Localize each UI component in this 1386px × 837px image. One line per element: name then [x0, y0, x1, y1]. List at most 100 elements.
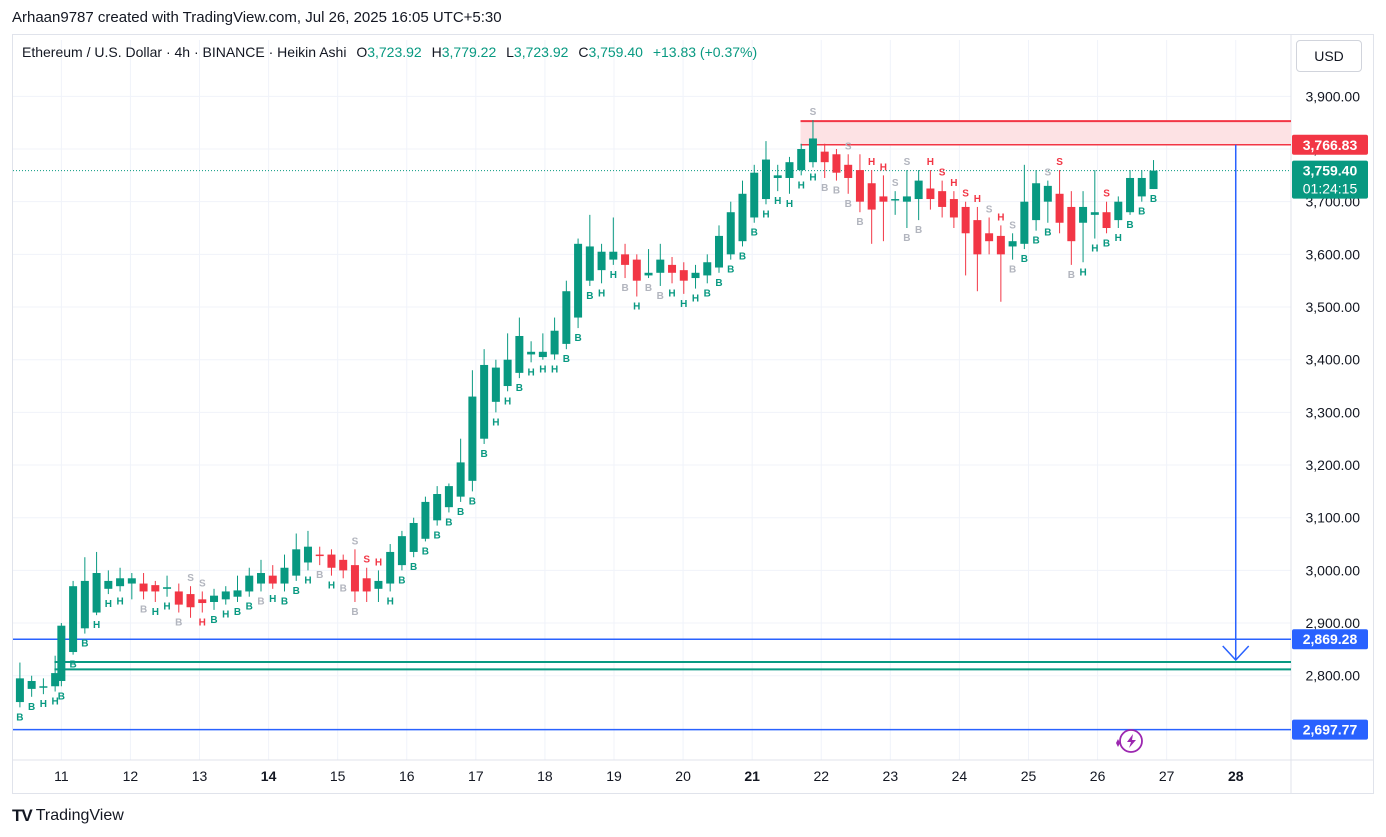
candle-body[interactable] — [491, 367, 500, 402]
candle-body[interactable] — [926, 188, 935, 200]
candle-body[interactable] — [57, 625, 66, 681]
candle-body[interactable] — [703, 262, 712, 276]
candle-body[interactable] — [562, 291, 571, 344]
candle-body[interactable] — [902, 196, 911, 202]
candle-body[interactable] — [738, 193, 747, 242]
candle-body[interactable] — [1008, 241, 1017, 247]
candle-body[interactable] — [1055, 193, 1064, 223]
candle-body[interactable] — [80, 580, 89, 629]
currency-selector[interactable]: USD — [1296, 40, 1362, 72]
candle-body[interactable] — [832, 154, 841, 173]
candle-body[interactable] — [691, 272, 700, 279]
candle-body[interactable] — [1067, 206, 1076, 242]
candle-body[interactable] — [210, 595, 219, 602]
candle-body[interactable] — [574, 243, 583, 318]
candle-body[interactable] — [515, 335, 524, 373]
candle-body[interactable] — [39, 686, 48, 688]
candle-body[interactable] — [726, 212, 735, 255]
candle-body[interactable] — [374, 580, 383, 589]
legend-symbol[interactable]: Ethereum / U.S. Dollar · 4h · BINANCE · … — [22, 44, 347, 60]
candle-body[interactable] — [773, 175, 782, 178]
candle-body[interactable] — [456, 462, 465, 497]
candle-body[interactable] — [668, 264, 677, 273]
candle-body[interactable] — [867, 183, 876, 210]
candle-body[interactable] — [292, 549, 301, 576]
candle-body[interactable] — [679, 270, 688, 281]
candle-body[interactable] — [632, 259, 641, 281]
candle-body[interactable] — [879, 196, 888, 202]
candle-body[interactable] — [362, 578, 371, 592]
candle-body[interactable] — [527, 351, 536, 355]
candle-body[interactable] — [186, 594, 195, 608]
candle-body[interactable] — [550, 330, 559, 355]
candle-body[interactable] — [914, 180, 923, 200]
candle-body[interactable] — [1137, 177, 1146, 197]
candle-body[interactable] — [985, 233, 994, 242]
candle-body[interactable] — [844, 164, 853, 178]
candle-body[interactable] — [1114, 201, 1123, 221]
candle-body[interactable] — [961, 206, 970, 234]
candle-body[interactable] — [69, 586, 78, 653]
candle-body[interactable] — [938, 191, 947, 207]
candle-body[interactable] — [973, 220, 982, 255]
candle-body[interactable] — [820, 151, 829, 163]
candle-body[interactable] — [221, 591, 230, 600]
candle-body[interactable] — [127, 578, 136, 584]
lightning-badge-icon[interactable] — [1119, 729, 1143, 753]
candle-body[interactable] — [644, 272, 653, 276]
candle-body[interactable] — [339, 559, 348, 571]
resistance-zone[interactable] — [800, 121, 1291, 145]
candle-body[interactable] — [1090, 212, 1099, 215]
tradingview-logo[interactable]: TV TradingView — [12, 806, 124, 826]
candle-body[interactable] — [233, 590, 242, 597]
candle-body[interactable] — [51, 673, 60, 687]
candle-body[interactable] — [609, 251, 618, 260]
candle-body[interactable] — [1126, 177, 1135, 213]
candle-body[interactable] — [503, 359, 512, 387]
candle-body[interactable] — [480, 364, 489, 439]
candle-body[interactable] — [257, 573, 266, 584]
candle-body[interactable] — [163, 587, 172, 589]
candle-body[interactable] — [315, 554, 324, 557]
candle-body[interactable] — [444, 486, 453, 508]
candle-body[interactable] — [597, 251, 606, 271]
candle-body[interactable] — [245, 575, 254, 592]
candle-body[interactable] — [996, 235, 1005, 255]
candle-body[interactable] — [797, 149, 806, 171]
candle-body[interactable] — [785, 162, 794, 178]
candle-body[interactable] — [433, 494, 442, 521]
candle-body[interactable] — [327, 554, 336, 568]
candle-body[interactable] — [891, 199, 900, 201]
candle-body[interactable] — [104, 580, 113, 589]
candle-body[interactable] — [139, 583, 148, 592]
candle-body[interactable] — [92, 573, 101, 613]
candle-body[interactable] — [715, 235, 724, 268]
candle-body[interactable] — [538, 351, 547, 358]
candle-body[interactable] — [116, 578, 125, 587]
candle-body[interactable] — [1079, 206, 1088, 223]
candle-body[interactable] — [1020, 201, 1029, 244]
candle-body[interactable] — [621, 254, 630, 265]
candle-body[interactable] — [656, 259, 665, 273]
candle-body[interactable] — [409, 522, 418, 552]
candle-body[interactable] — [750, 172, 759, 218]
candle-body[interactable] — [949, 199, 958, 218]
candle-body[interactable] — [15, 678, 24, 703]
candle-body[interactable] — [151, 585, 160, 592]
candle-body[interactable] — [1149, 170, 1158, 190]
candle-body[interactable] — [386, 551, 395, 584]
candle-body[interactable] — [585, 246, 594, 281]
candle-body[interactable] — [198, 599, 207, 604]
candle-body[interactable] — [808, 138, 817, 163]
candle-body[interactable] — [421, 501, 430, 539]
candle-body[interactable] — [397, 536, 406, 566]
candle-body[interactable] — [268, 575, 277, 584]
candle-body[interactable] — [1102, 212, 1111, 229]
candle-body[interactable] — [855, 170, 864, 202]
candle-body[interactable] — [303, 546, 312, 563]
candle-body[interactable] — [761, 159, 770, 200]
candle-body[interactable] — [468, 396, 477, 481]
candle-body[interactable] — [27, 680, 36, 689]
candle-body[interactable] — [1043, 185, 1052, 202]
